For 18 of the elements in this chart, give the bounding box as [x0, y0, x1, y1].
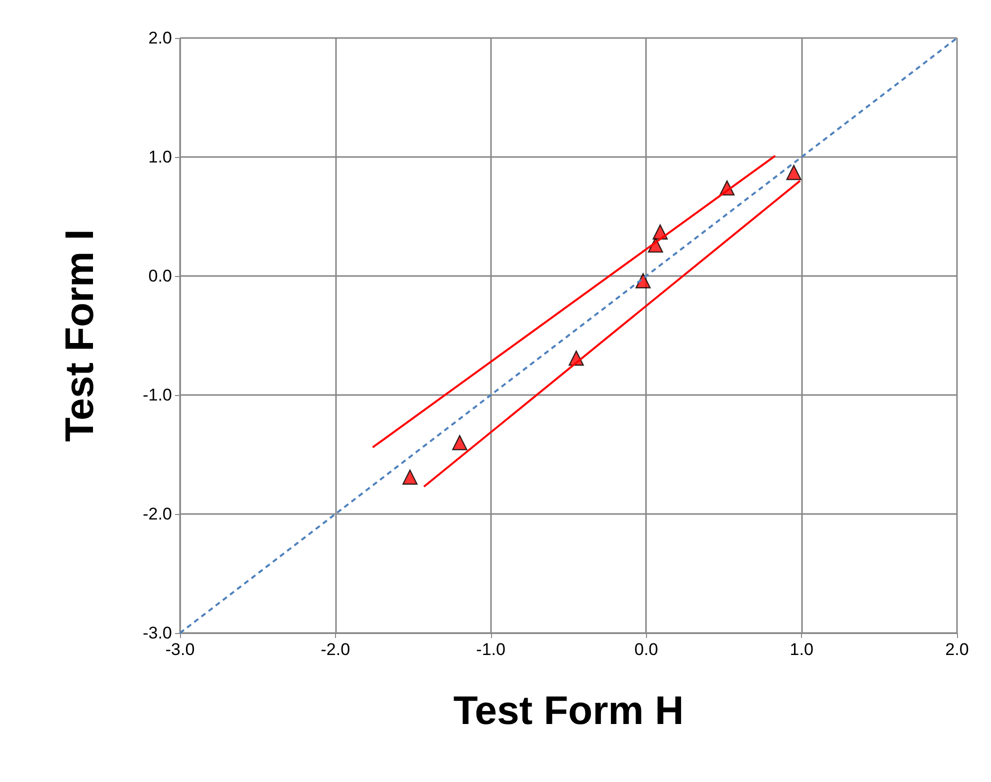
point	[635, 273, 651, 288]
y-tick-label: 0.0	[148, 266, 172, 286]
y-tick-label: -1.0	[142, 386, 172, 404]
y-tick-label: -2.0	[142, 504, 172, 524]
x-tick-label: 1.0	[790, 640, 814, 659]
x-axis-title: Test Form H	[453, 689, 684, 733]
x-tick-label: 2.0	[945, 640, 969, 659]
x-tick-label: -1.0	[476, 640, 506, 659]
y-tick-label: -3.0	[142, 624, 172, 642]
y-tick-label: 2.0	[148, 28, 172, 48]
point	[786, 164, 802, 180]
y-tick-label: 1.0	[148, 148, 172, 166]
x-tick-label: -3.0	[165, 640, 195, 659]
y-axis-title: Test Form I	[58, 229, 102, 442]
point	[452, 435, 468, 450]
x-tick-label: 0.0	[634, 640, 658, 659]
point	[402, 470, 418, 485]
x-tick-label: -2.0	[320, 640, 350, 659]
